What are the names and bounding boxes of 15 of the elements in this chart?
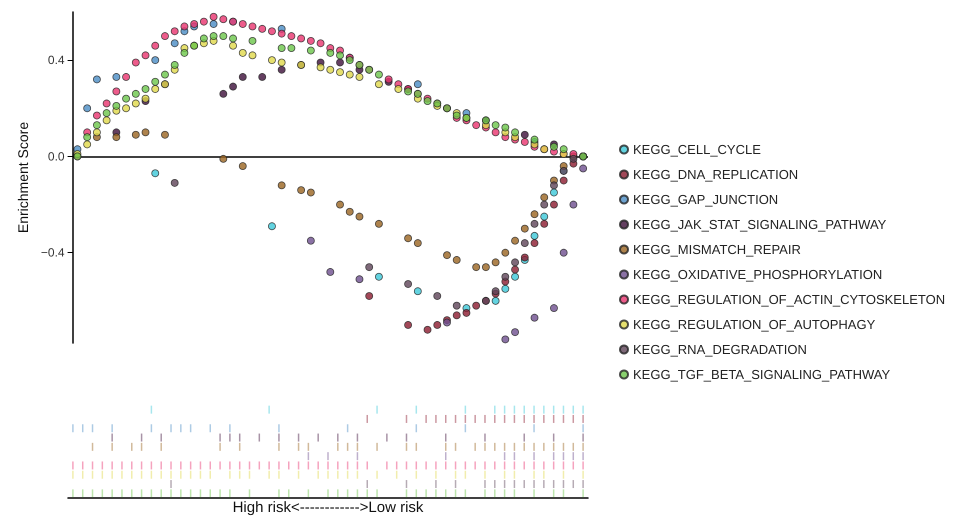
legend-label: KEGG_DNA_REPLICATION bbox=[633, 167, 798, 182]
legend-label: KEGG_REGULATION_OF_AUTOPHAGY bbox=[633, 317, 876, 332]
y-tick-label: 0.4 bbox=[48, 53, 65, 68]
y-tick-label: 0.0 bbox=[48, 149, 65, 164]
legend-label: KEGG_TGF_BETA_SIGNALING_PATHWAY bbox=[633, 367, 890, 382]
legend-label: KEGG_OXIDATIVE_PHOSPHORYLATION bbox=[633, 267, 882, 282]
legend-label: KEGG_JAK_STAT_SIGNALING_PATHWAY bbox=[633, 217, 887, 232]
y-axis-title: Enrichment Score bbox=[15, 122, 31, 234]
text: High risk<------------>Low risk bbox=[232, 499, 424, 516]
legend-label: KEGG_REGULATION_OF_ACTIN_CYTOSKELETON bbox=[633, 292, 946, 307]
legend-label: KEGG_RNA_DEGRADATION bbox=[633, 342, 807, 357]
legend-label: KEGG_GAP_JUNCTION bbox=[633, 192, 778, 207]
legend-label: KEGG_MISMATCH_REPAIR bbox=[633, 242, 801, 257]
y-tick-label: −0.4 bbox=[40, 246, 65, 260]
legend-label: KEGG_CELL_CYCLE bbox=[633, 142, 762, 157]
